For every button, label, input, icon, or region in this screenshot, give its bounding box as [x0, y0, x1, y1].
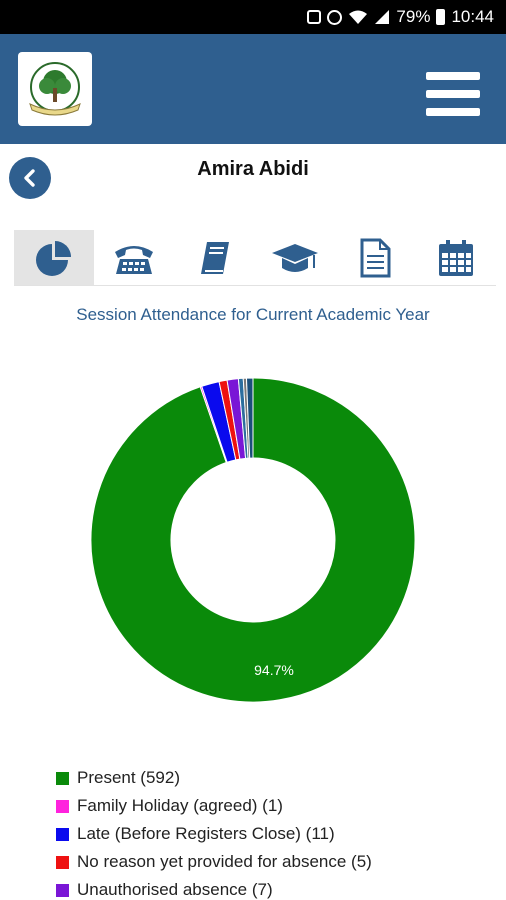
legend-swatch: [56, 883, 69, 897]
legend-label: Unauthorised absence (7): [77, 880, 273, 899]
legend-label: No reason yet provided for absence (5): [77, 852, 372, 871]
slice-label-present: 94.7%: [254, 662, 294, 678]
book-icon: [200, 241, 229, 274]
legend-label: Family Holiday (agreed) (1): [77, 796, 283, 815]
chevron-left-icon: [24, 169, 35, 187]
menu-bar: [426, 90, 480, 98]
tab-achievements[interactable]: [255, 230, 335, 285]
tab-reports[interactable]: [335, 230, 415, 285]
chart-legend: Present (592) Family Holiday (agreed) (1)…: [56, 764, 496, 900]
battery-icon: [436, 9, 446, 25]
document-icon: [360, 238, 391, 277]
telephone-icon: [115, 245, 154, 274]
calendar-icon: [438, 239, 473, 276]
legend-item: Family Holiday (agreed) (1): [56, 792, 496, 820]
tab-homework[interactable]: [175, 230, 255, 285]
wifi-icon: [349, 10, 368, 24]
tab-bar: [14, 230, 496, 286]
donut-slice-0: [90, 377, 416, 703]
legend-swatch: [56, 827, 69, 841]
pie-chart-icon: [36, 240, 72, 276]
legend-label: Late (Before Registers Close) (11): [77, 824, 335, 843]
tab-attendance[interactable]: [14, 230, 95, 285]
mute-icon: [307, 10, 322, 24]
menu-bar: [426, 108, 480, 116]
legend-swatch: [56, 799, 69, 813]
status-bar: 79% 10:44: [0, 0, 506, 34]
menu-bar: [426, 72, 480, 80]
chart-title: Session Attendance for Current Academic …: [76, 305, 430, 324]
legend-swatch: [56, 855, 69, 869]
tree-logo-icon: [29, 62, 81, 116]
app-header: [0, 34, 506, 144]
back-button[interactable]: [9, 157, 51, 199]
tab-calendar[interactable]: [416, 230, 496, 285]
legend-item: No reason yet provided for absence (5): [56, 848, 496, 876]
attendance-donut-chart: 94.7%: [90, 377, 416, 703]
donut-slice-7: [245, 377, 254, 459]
hamburger-menu-button[interactable]: [426, 72, 480, 116]
signal-icon: [375, 10, 390, 24]
alarm-icon: [327, 9, 343, 25]
legend-item: Unauthorised absence (7): [56, 876, 496, 900]
student-name: Amira Abidi: [197, 158, 309, 180]
tab-contacts[interactable]: [94, 230, 174, 285]
graduation-cap-icon: [272, 243, 319, 272]
school-logo[interactable]: [18, 52, 92, 126]
legend-item: Late (Before Registers Close) (11): [56, 820, 496, 848]
legend-item: Present (592): [56, 764, 496, 792]
legend-swatch: [56, 771, 69, 785]
battery-percent: 79%: [396, 7, 431, 26]
title-row: Amira Abidi: [0, 144, 506, 214]
legend-label: Present (592): [77, 768, 180, 787]
clock: 10:44: [451, 7, 494, 26]
